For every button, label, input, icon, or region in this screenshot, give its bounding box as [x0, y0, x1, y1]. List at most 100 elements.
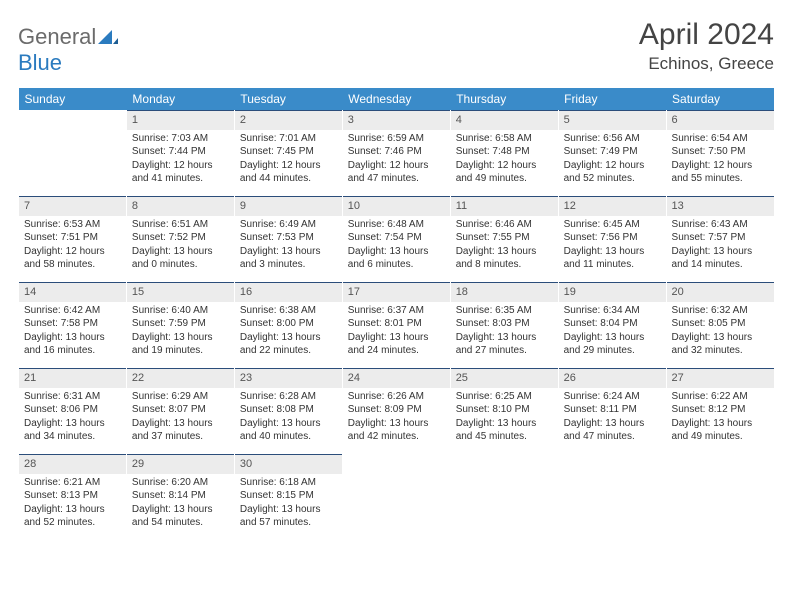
- day-content: Sunrise: 6:58 AMSunset: 7:48 PMDaylight:…: [451, 130, 558, 190]
- sunset-text: Sunset: 7:53 PM: [240, 231, 337, 245]
- day-number: 27: [667, 368, 774, 388]
- daylight-text-2: and 14 minutes.: [672, 258, 769, 272]
- daylight-text: Daylight: 13 hours: [456, 245, 553, 259]
- daylight-text: Daylight: 13 hours: [240, 417, 337, 431]
- calendar-day-cell: 29Sunrise: 6:20 AMSunset: 8:14 PMDayligh…: [126, 454, 234, 540]
- sunset-text: Sunset: 8:14 PM: [132, 489, 229, 503]
- day-content: Sunrise: 6:40 AMSunset: 7:59 PMDaylight:…: [127, 302, 234, 362]
- calendar-day-cell: 10Sunrise: 6:48 AMSunset: 7:54 PMDayligh…: [342, 196, 450, 282]
- sunrise-text: Sunrise: 7:01 AM: [240, 132, 337, 146]
- sunrise-text: Sunrise: 6:49 AM: [240, 218, 337, 232]
- daylight-text: Daylight: 13 hours: [564, 417, 661, 431]
- calendar-day-cell: 11Sunrise: 6:46 AMSunset: 7:55 PMDayligh…: [450, 196, 558, 282]
- calendar-day-cell: 21Sunrise: 6:31 AMSunset: 8:06 PMDayligh…: [19, 368, 127, 454]
- sunset-text: Sunset: 8:06 PM: [24, 403, 121, 417]
- daylight-text-2: and 49 minutes.: [456, 172, 553, 186]
- sunrise-text: Sunrise: 6:25 AM: [456, 390, 553, 404]
- brand-text: GeneralBlue: [18, 24, 118, 76]
- header: GeneralBlue April 2024 Echinos, Greece: [18, 18, 774, 76]
- day-content: Sunrise: 6:35 AMSunset: 8:03 PMDaylight:…: [451, 302, 558, 362]
- weekday-header: Monday: [126, 88, 234, 110]
- sunset-text: Sunset: 7:46 PM: [348, 145, 445, 159]
- day-content: Sunrise: 6:46 AMSunset: 7:55 PMDaylight:…: [451, 216, 558, 276]
- daylight-text: Daylight: 13 hours: [672, 331, 769, 345]
- daylight-text-2: and 11 minutes.: [564, 258, 661, 272]
- sunrise-text: Sunrise: 6:42 AM: [24, 304, 121, 318]
- brand-part1: General: [18, 24, 96, 49]
- day-content: Sunrise: 6:53 AMSunset: 7:51 PMDaylight:…: [19, 216, 126, 276]
- daylight-text: Daylight: 13 hours: [348, 245, 445, 259]
- day-number: 1: [127, 110, 234, 130]
- calendar-day-cell: 7Sunrise: 6:53 AMSunset: 7:51 PMDaylight…: [19, 196, 127, 282]
- daylight-text: Daylight: 12 hours: [456, 159, 553, 173]
- day-number: 15: [127, 282, 234, 302]
- daylight-text-2: and 27 minutes.: [456, 344, 553, 358]
- daylight-text-2: and 49 minutes.: [672, 430, 769, 444]
- day-content: Sunrise: 6:28 AMSunset: 8:08 PMDaylight:…: [235, 388, 342, 448]
- daylight-text-2: and 47 minutes.: [348, 172, 445, 186]
- weekday-header: Sunday: [19, 88, 127, 110]
- calendar-week-row: 28Sunrise: 6:21 AMSunset: 8:13 PMDayligh…: [19, 454, 775, 540]
- daylight-text: Daylight: 13 hours: [132, 245, 229, 259]
- day-number: 24: [343, 368, 450, 388]
- daylight-text-2: and 37 minutes.: [132, 430, 229, 444]
- sunset-text: Sunset: 8:05 PM: [672, 317, 769, 331]
- day-number: 7: [19, 196, 126, 216]
- daylight-text-2: and 47 minutes.: [564, 430, 661, 444]
- daylight-text: Daylight: 13 hours: [240, 331, 337, 345]
- day-number: 30: [235, 454, 342, 474]
- day-number: 26: [559, 368, 666, 388]
- daylight-text: Daylight: 13 hours: [672, 417, 769, 431]
- sunset-text: Sunset: 8:09 PM: [348, 403, 445, 417]
- weekday-header: Wednesday: [342, 88, 450, 110]
- location-text: Echinos, Greece: [639, 54, 774, 74]
- day-content: Sunrise: 6:20 AMSunset: 8:14 PMDaylight:…: [127, 474, 234, 534]
- daylight-text-2: and 52 minutes.: [24, 516, 121, 530]
- day-number: 6: [667, 110, 774, 130]
- sunrise-text: Sunrise: 6:59 AM: [348, 132, 445, 146]
- sunrise-text: Sunrise: 6:22 AM: [672, 390, 769, 404]
- calendar-empty-cell: [342, 454, 450, 540]
- day-number: 13: [667, 196, 774, 216]
- daylight-text: Daylight: 13 hours: [456, 417, 553, 431]
- sunrise-text: Sunrise: 6:40 AM: [132, 304, 229, 318]
- sunset-text: Sunset: 7:56 PM: [564, 231, 661, 245]
- day-content: Sunrise: 6:48 AMSunset: 7:54 PMDaylight:…: [343, 216, 450, 276]
- calendar-week-row: 1Sunrise: 7:03 AMSunset: 7:44 PMDaylight…: [19, 110, 775, 196]
- calendar-day-cell: 16Sunrise: 6:38 AMSunset: 8:00 PMDayligh…: [234, 282, 342, 368]
- sunrise-text: Sunrise: 6:20 AM: [132, 476, 229, 490]
- day-number: 14: [19, 282, 126, 302]
- weekday-header: Saturday: [666, 88, 774, 110]
- sunrise-text: Sunrise: 6:35 AM: [456, 304, 553, 318]
- day-content: Sunrise: 6:26 AMSunset: 8:09 PMDaylight:…: [343, 388, 450, 448]
- sunset-text: Sunset: 8:00 PM: [240, 317, 337, 331]
- day-number: 10: [343, 196, 450, 216]
- daylight-text-2: and 22 minutes.: [240, 344, 337, 358]
- calendar-day-cell: 3Sunrise: 6:59 AMSunset: 7:46 PMDaylight…: [342, 110, 450, 196]
- daylight-text: Daylight: 13 hours: [240, 503, 337, 517]
- day-number: 17: [343, 282, 450, 302]
- day-number: 8: [127, 196, 234, 216]
- calendar-day-cell: 20Sunrise: 6:32 AMSunset: 8:05 PMDayligh…: [666, 282, 774, 368]
- daylight-text: Daylight: 13 hours: [24, 417, 121, 431]
- daylight-text: Daylight: 13 hours: [132, 417, 229, 431]
- day-content: Sunrise: 6:24 AMSunset: 8:11 PMDaylight:…: [559, 388, 666, 448]
- sunset-text: Sunset: 8:10 PM: [456, 403, 553, 417]
- sunset-text: Sunset: 8:07 PM: [132, 403, 229, 417]
- brand-logo: GeneralBlue: [18, 18, 118, 76]
- sunset-text: Sunset: 8:13 PM: [24, 489, 121, 503]
- sunset-text: Sunset: 7:48 PM: [456, 145, 553, 159]
- daylight-text-2: and 45 minutes.: [456, 430, 553, 444]
- weekday-header: Friday: [558, 88, 666, 110]
- brand-part2: Blue: [18, 50, 62, 75]
- day-number: 5: [559, 110, 666, 130]
- daylight-text: Daylight: 13 hours: [672, 245, 769, 259]
- day-number: 23: [235, 368, 342, 388]
- day-number: 4: [451, 110, 558, 130]
- sunrise-text: Sunrise: 7:03 AM: [132, 132, 229, 146]
- calendar-day-cell: 23Sunrise: 6:28 AMSunset: 8:08 PMDayligh…: [234, 368, 342, 454]
- day-content: Sunrise: 6:31 AMSunset: 8:06 PMDaylight:…: [19, 388, 126, 448]
- day-content: Sunrise: 6:45 AMSunset: 7:56 PMDaylight:…: [559, 216, 666, 276]
- daylight-text: Daylight: 13 hours: [564, 245, 661, 259]
- calendar-day-cell: 15Sunrise: 6:40 AMSunset: 7:59 PMDayligh…: [126, 282, 234, 368]
